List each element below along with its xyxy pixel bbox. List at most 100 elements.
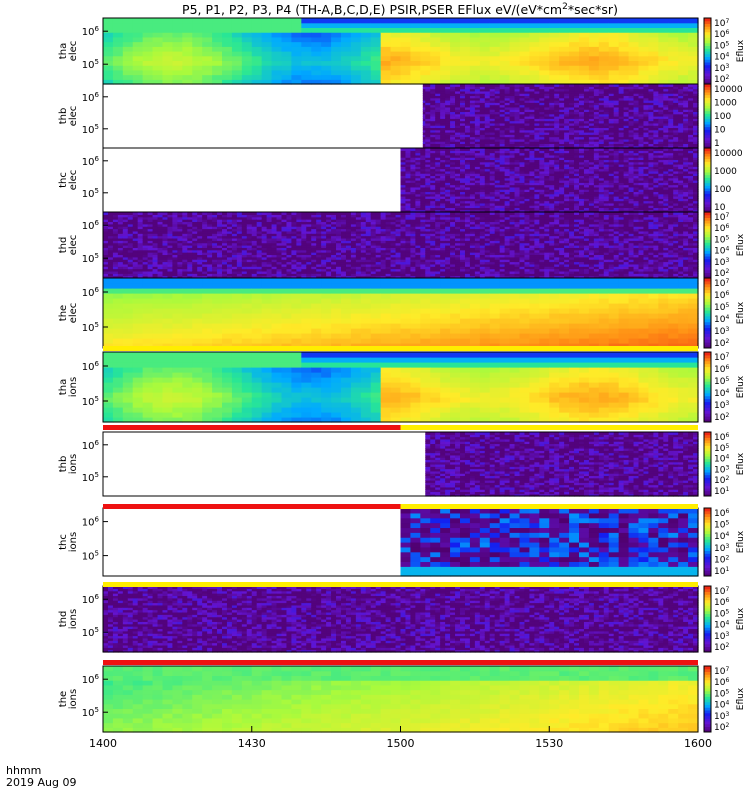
- heatmap-cell: [559, 207, 565, 211]
- heatmap-cell: [341, 18, 352, 24]
- heatmap-cell: [544, 184, 550, 188]
- heatmap-cell: [544, 116, 550, 119]
- heatmap-cell: [588, 148, 595, 151]
- heatmap-cell: [440, 159, 446, 163]
- heatmap-cell: [499, 93, 506, 97]
- heatmap-cell: [613, 97, 620, 101]
- heatmap-cell: [658, 113, 664, 117]
- heatmap-cell: [261, 55, 273, 62]
- heatmap-cell: [405, 205, 412, 209]
- heatmap-cell: [608, 120, 615, 124]
- heatmap-cell: [479, 125, 486, 129]
- heatmap-cell: [648, 106, 654, 110]
- heatmap-cell: [658, 84, 664, 87]
- heatmap-cell: [479, 106, 486, 110]
- heatmap-cell: [598, 36, 610, 43]
- heatmap-cell: [564, 164, 570, 167]
- heatmap-cell: [574, 134, 580, 138]
- heatmap-cell: [360, 22, 372, 29]
- heatmap-cell: [479, 134, 486, 138]
- heatmap-cell: [569, 202, 575, 206]
- heatmap-cell: [509, 22, 521, 29]
- heatmap-cell: [648, 27, 659, 33]
- heatmap-cell: [122, 69, 134, 76]
- heatmap-cell: [554, 109, 560, 113]
- heatmap-cell: [623, 109, 630, 113]
- heatmap-cell: [524, 84, 531, 87]
- heatmap-cell: [489, 41, 501, 47]
- heatmap-cell: [504, 191, 511, 195]
- heatmap-cell: [494, 152, 501, 156]
- heatmap-cell: [494, 134, 501, 138]
- heatmap-cell: [484, 84, 491, 87]
- heatmap-cell: [579, 118, 585, 122]
- heatmap-cell: [688, 113, 694, 117]
- heatmap-cell: [603, 184, 610, 188]
- heatmap-cell: [509, 161, 516, 165]
- heatmap-cell: [450, 127, 456, 131]
- heatmap-cell: [658, 118, 664, 122]
- heatmap-cell: [484, 191, 491, 195]
- colorbar-step: [704, 73, 711, 77]
- heatmap-cell: [549, 164, 555, 167]
- heatmap-cell: [425, 104, 431, 108]
- heatmap-cell: [633, 100, 640, 103]
- heatmap-cell: [499, 202, 506, 206]
- heatmap-cell: [420, 164, 426, 167]
- heatmap-cell: [579, 18, 590, 24]
- heatmap-cell: [618, 79, 630, 85]
- heatmap-cell: [564, 127, 570, 131]
- heatmap-cell: [608, 184, 615, 188]
- heatmap-cell: [479, 74, 491, 80]
- heatmap-cell: [554, 150, 560, 154]
- heatmap-cell: [583, 175, 590, 179]
- heatmap-cell: [668, 118, 674, 122]
- heatmap-cell: [162, 41, 174, 47]
- heatmap-cell: [673, 109, 679, 113]
- heatmap-cell: [648, 132, 654, 135]
- heatmap-cell: [484, 145, 491, 149]
- heatmap-cell: [504, 161, 511, 165]
- heatmap-cell: [469, 74, 481, 80]
- heatmap-cell: [688, 125, 694, 129]
- heatmap-cell: [499, 127, 506, 131]
- heatmap-cell: [618, 51, 630, 57]
- heatmap-cell: [420, 55, 431, 62]
- heatmap-cell: [445, 168, 451, 172]
- heatmap-cell: [588, 100, 595, 103]
- heatmap-cell: [474, 184, 481, 188]
- heatmap-cell: [603, 202, 610, 206]
- heatmap-cell: [603, 116, 610, 119]
- heatmap-cell: [281, 27, 293, 33]
- heatmap-cell: [564, 200, 570, 204]
- heatmap-cell: [598, 79, 610, 85]
- heatmap-cell: [474, 159, 481, 163]
- heatmap-cell: [321, 46, 332, 52]
- heatmap-cell: [593, 161, 600, 165]
- heatmap-cell: [564, 111, 570, 115]
- heatmap-cell: [534, 209, 540, 213]
- heatmap-cell: [603, 170, 610, 174]
- heatmap-cell: [554, 191, 560, 195]
- heatmap-cell: [464, 159, 471, 163]
- heatmap-cell: [474, 193, 481, 197]
- heatmap-cell: [450, 111, 456, 115]
- heatmap-cell: [445, 182, 451, 186]
- heatmap-cell: [474, 164, 481, 167]
- heatmap-cell: [524, 193, 531, 197]
- heatmap-cell: [608, 69, 620, 76]
- heatmap-cell: [583, 113, 590, 117]
- heatmap-cell: [420, 36, 431, 43]
- heatmap-cell: [479, 84, 486, 87]
- heatmap-cell: [172, 69, 183, 76]
- heatmap-cell: [598, 196, 605, 199]
- colorbar-step: [704, 86, 711, 90]
- heatmap-cell: [534, 175, 540, 179]
- heatmap-cell: [569, 182, 575, 186]
- heatmap-cell: [400, 196, 407, 199]
- heatmap-cell: [579, 150, 585, 154]
- heatmap-cell: [618, 138, 625, 142]
- heatmap-cell: [588, 65, 600, 71]
- colorbar-tick-label: 106: [714, 29, 729, 40]
- heatmap-cell: [534, 134, 540, 138]
